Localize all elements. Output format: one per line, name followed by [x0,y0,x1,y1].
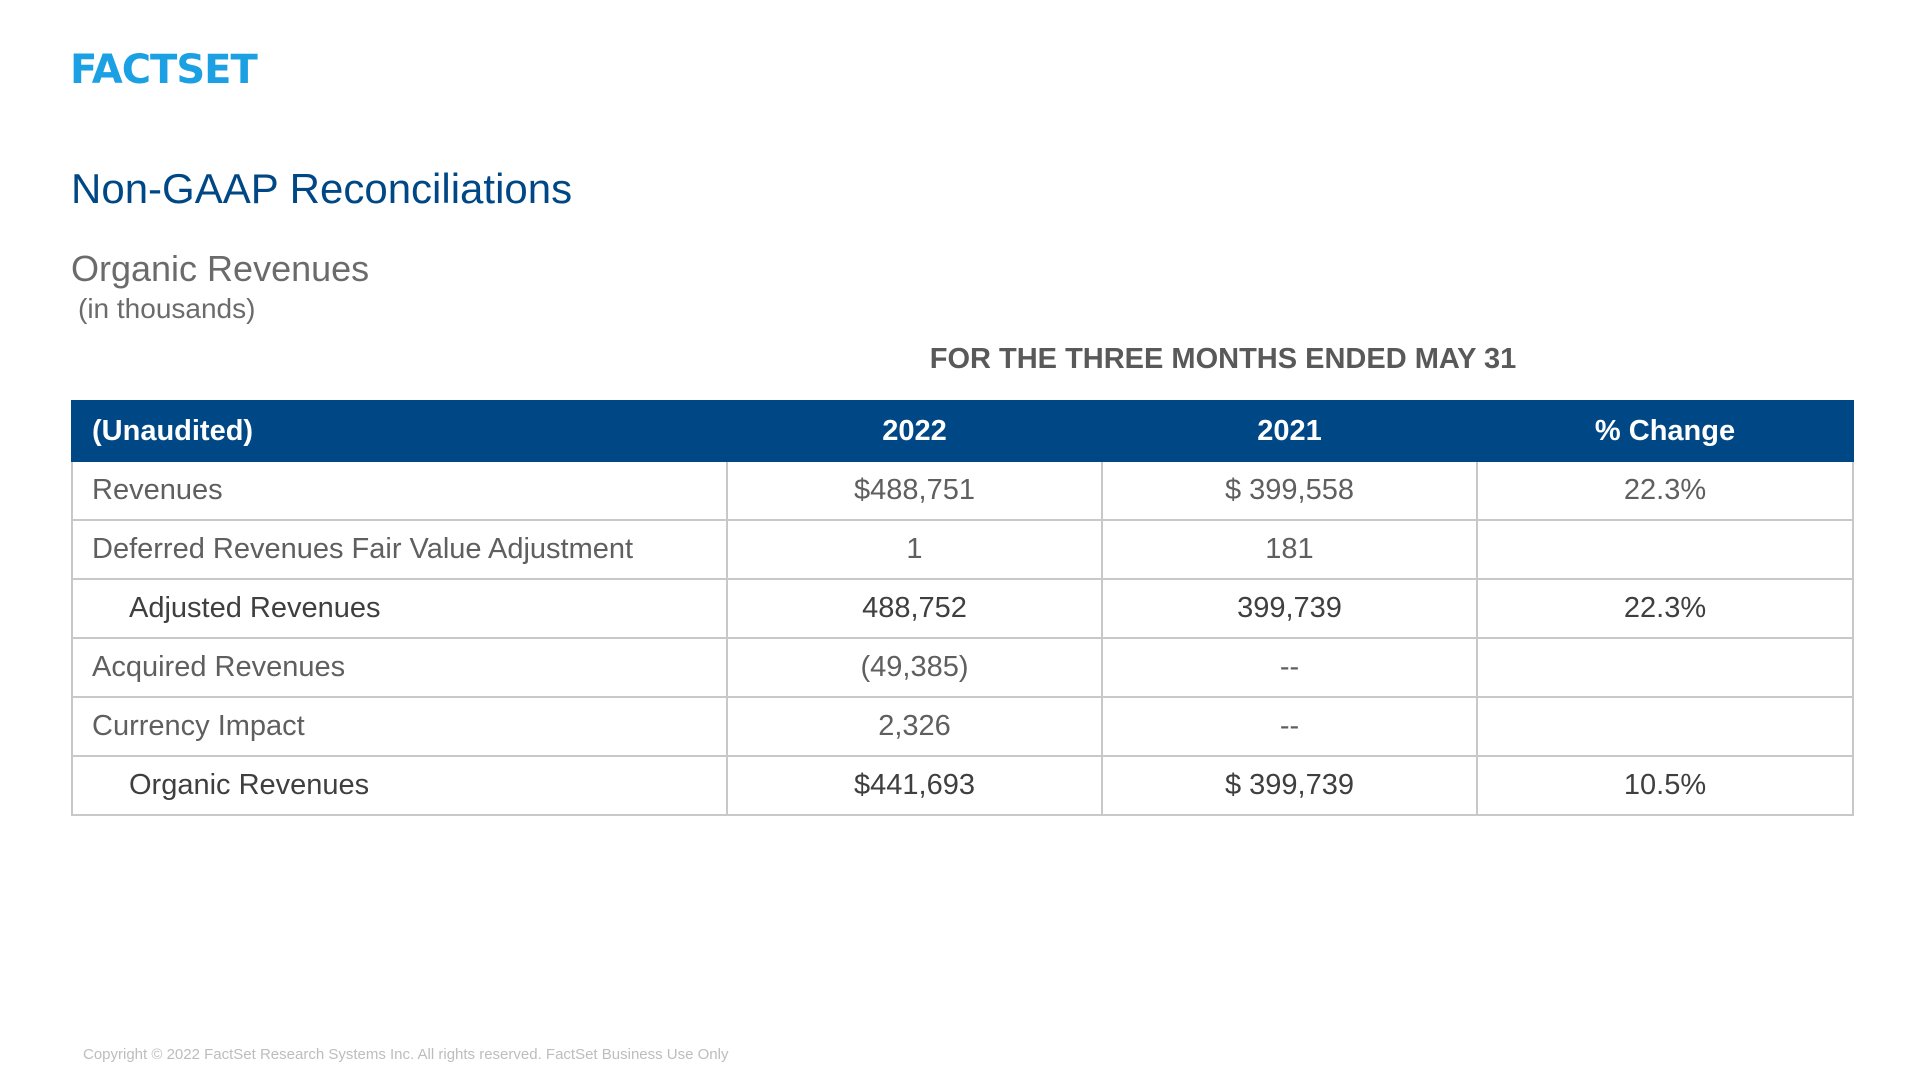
table-row-total: Organic Revenues $441,693 $ 399,739 10.5… [71,755,1854,816]
cell-2021: $ 399,558 [1101,460,1478,521]
period-label: FOR THE THREE MONTHS ENDED MAY 31 [929,343,1517,375]
cell-2022: $441,693 [726,755,1103,816]
header-unaudited: (Unaudited) [71,400,728,462]
cell-2021: 399,739 [1101,578,1478,639]
row-label: Revenues [71,460,728,521]
factset-logo: FACTSET [70,47,258,93]
row-label: Currency Impact [71,696,728,757]
cell-pct-change: 10.5% [1476,755,1854,816]
cell-2021: -- [1101,637,1478,698]
header-2022: 2022 [726,400,1103,462]
table-row-subtotal: Adjusted Revenues 488,752 399,739 22.3% [71,578,1854,639]
copyright-notice: Copyright © 2022 FactSet Research System… [83,1046,729,1063]
table-row: Deferred Revenues Fair Value Adjustment … [71,519,1854,580]
cell-2022: 1 [726,519,1103,580]
header-2021: 2021 [1101,400,1478,462]
cell-2022: 2,326 [726,696,1103,757]
page-title: Non-GAAP Reconciliations [71,165,573,212]
cell-2022: 488,752 [726,578,1103,639]
row-label: Deferred Revenues Fair Value Adjustment [71,519,728,580]
reconciliation-table: (Unaudited) 2022 2021 % Change Revenues … [71,400,1854,816]
row-label: Organic Revenues [71,755,728,816]
cell-pct-change [1476,696,1854,757]
section-subtitle: Organic Revenues [71,248,370,289]
row-label: Adjusted Revenues [71,578,728,639]
table-header-row: (Unaudited) 2022 2021 % Change [71,400,1854,462]
cell-2022: (49,385) [726,637,1103,698]
cell-pct-change [1476,637,1854,698]
cell-pct-change: 22.3% [1476,578,1854,639]
cell-pct-change [1476,519,1854,580]
row-label: Acquired Revenues [71,637,728,698]
table-row: Currency Impact 2,326 -- [71,696,1854,757]
cell-2021: 181 [1101,519,1478,580]
cell-2021: $ 399,739 [1101,755,1478,816]
cell-2022: $488,751 [726,460,1103,521]
cell-2021: -- [1101,696,1478,757]
table-row: Acquired Revenues (49,385) -- [71,637,1854,698]
cell-pct-change: 22.3% [1476,460,1854,521]
header-pct-change: % Change [1476,400,1854,462]
table-row: Revenues $488,751 $ 399,558 22.3% [71,460,1854,521]
units-note: (in thousands) [78,293,256,324]
